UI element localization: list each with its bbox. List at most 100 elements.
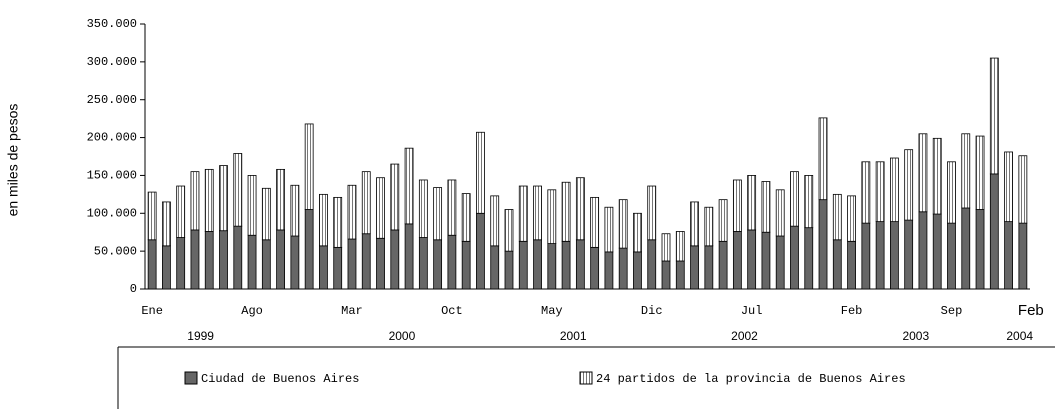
bar-segment	[832, 239, 842, 290]
bar-segment	[804, 175, 814, 229]
bar-segment	[433, 187, 443, 241]
bar-segment	[176, 185, 186, 238]
x-tick-label: May	[541, 304, 563, 318]
bar-segment	[219, 230, 228, 290]
bar-segment	[633, 251, 642, 290]
legend-swatch	[579, 371, 593, 385]
bar-segment	[818, 117, 828, 201]
bar-segment	[633, 212, 642, 253]
x-tick-label: Ene	[141, 304, 163, 318]
bar-segment	[147, 191, 157, 241]
year-label: 1999	[187, 329, 214, 343]
bar-segment	[647, 185, 657, 241]
bar-segment	[304, 123, 314, 210]
bar-segment	[961, 133, 971, 209]
bar-segment	[518, 185, 528, 242]
bar-segment	[947, 161, 956, 224]
bar-segment	[718, 199, 728, 242]
bar-segment	[590, 196, 600, 248]
bar-segment	[533, 185, 542, 241]
bar-segment	[889, 157, 899, 223]
bar-segment	[319, 245, 328, 290]
bar-segment	[932, 213, 942, 290]
bar-segment	[918, 211, 928, 290]
bar-segment	[989, 57, 999, 175]
x-tick-label: Oct	[441, 304, 463, 318]
year-label: 2003	[902, 329, 929, 343]
bar-segment	[276, 229, 286, 290]
year-label: 2004	[1006, 329, 1033, 343]
bar-segment	[361, 171, 371, 235]
x-tick-label: Mar	[341, 304, 363, 318]
bar-segment	[775, 189, 785, 237]
bar-segment	[818, 199, 828, 290]
y-tick-label: 150.000	[87, 169, 137, 183]
bar-segment	[247, 234, 257, 290]
bar-segment	[961, 207, 971, 290]
bar-segment	[290, 184, 300, 237]
y-tick-label: 200.000	[87, 131, 137, 145]
y-tick-label: 300.000	[87, 55, 137, 69]
bar-segment	[575, 177, 585, 241]
y-tick-label: 100.000	[87, 206, 137, 220]
bar-segment	[204, 231, 214, 290]
bar-segment	[904, 149, 914, 221]
bar-segment	[575, 239, 585, 290]
x-tick-label: Sep	[941, 304, 963, 318]
bar-segment	[476, 212, 485, 290]
bar-segment	[347, 184, 357, 240]
bar-segment	[162, 245, 171, 290]
x-tick-label: Feb	[1018, 302, 1044, 319]
bar-segment	[404, 223, 414, 290]
bar-segment	[547, 243, 557, 290]
bar-segment	[747, 175, 757, 231]
bar-segment	[319, 193, 328, 247]
bar-segment	[661, 233, 671, 262]
bar-segment	[861, 161, 871, 224]
bar-segment	[904, 219, 914, 290]
legend-label: Ciudad de Buenos Aires	[201, 372, 359, 386]
bar-segment	[233, 225, 243, 290]
bar-segment	[176, 237, 186, 290]
bar-segment	[504, 250, 514, 290]
bar-segment	[561, 240, 571, 290]
bar-segment	[376, 177, 385, 239]
bar-segment	[618, 247, 628, 290]
bar-segment	[162, 201, 171, 247]
bar-segment	[361, 233, 371, 290]
bar-segment	[490, 195, 500, 247]
bar-segment	[233, 153, 243, 227]
bar-segment	[504, 209, 514, 252]
x-tick-label: Ago	[241, 304, 263, 318]
bar-segment	[1004, 221, 1013, 290]
y-axis-label: en miles de pesos	[5, 104, 21, 217]
bar-segment	[889, 221, 899, 290]
bar-segment	[932, 137, 942, 215]
bar-segment	[304, 209, 314, 290]
bar-segment	[704, 206, 714, 247]
bar-segment	[975, 209, 985, 290]
bar-segment	[618, 199, 628, 249]
bar-segment	[404, 147, 414, 225]
bar-segment	[376, 237, 385, 290]
bar-segment	[433, 239, 443, 290]
bar-segment	[975, 135, 985, 210]
bar-segment	[661, 260, 671, 290]
bar-segment	[704, 245, 714, 290]
bar-segment	[790, 171, 799, 227]
bar-segment	[604, 206, 614, 253]
bar-segment	[875, 161, 885, 223]
bar-segment	[333, 246, 343, 290]
year-label: 2001	[560, 329, 587, 343]
bar-segment	[761, 181, 771, 233]
bar-segment	[390, 163, 400, 231]
bar-segment	[276, 168, 286, 231]
bar-segment	[333, 196, 343, 248]
bar-segment	[561, 181, 571, 242]
bar-segment	[190, 171, 200, 231]
bar-segment	[590, 246, 600, 290]
bar-segment	[190, 229, 200, 290]
bar-segment	[476, 131, 485, 214]
bar-segment	[718, 240, 728, 290]
